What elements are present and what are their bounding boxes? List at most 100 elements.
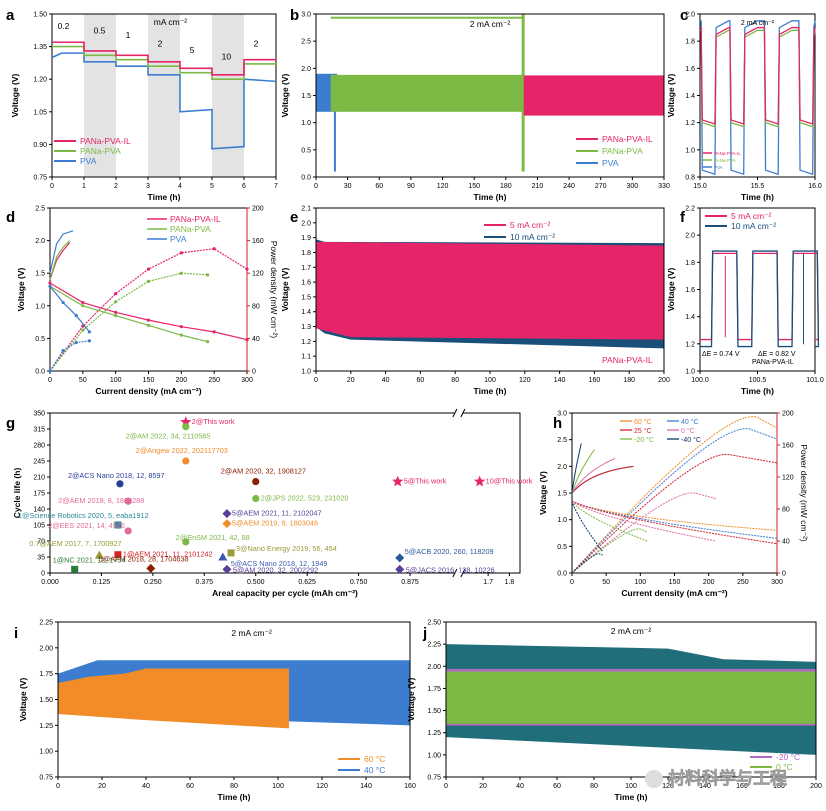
panel-title: 2 mA cm⁻² (611, 626, 652, 636)
point-label: 5@ACB 2020, 260, 118209 (405, 547, 494, 556)
y-tick-label: 0.90 (33, 142, 47, 149)
y-tick-label: 2.0 (301, 220, 311, 227)
y-tick-label: 1.50 (39, 697, 53, 704)
power-point (81, 328, 85, 332)
x-tick-label: 0 (50, 183, 54, 190)
panel-letter: b (290, 7, 299, 24)
x-tick-label: 0.750 (350, 579, 368, 586)
x-tick-label: 120 (519, 377, 531, 384)
discharge-curve (571, 500, 778, 531)
x-tick-label: 60 (375, 183, 383, 190)
legend-label: 60 °C (634, 418, 652, 426)
legend-label: 60 °C (364, 754, 385, 764)
legend-label: 0 °C (681, 427, 695, 435)
legend-label: PANa-PVA (80, 146, 121, 156)
point-diamond (146, 563, 156, 573)
x-tick-label: 1.7 (483, 579, 493, 586)
power-point (87, 339, 91, 343)
point-circle (116, 480, 124, 488)
legend-label: 40 °C (681, 418, 699, 426)
point-diamond (222, 509, 232, 519)
plot-frame (571, 412, 778, 574)
power-point (146, 267, 151, 271)
panel-title: 2 mA cm⁻² (231, 628, 272, 638)
legend-label: -40 °C (776, 742, 800, 752)
panel-f: f 100.0 100.5 101.0 1.0 1.2 1.4 1.6 1.8 2.0 2.2 Tim… (666, 206, 824, 397)
y-tick-label: 2.5 (35, 206, 45, 213)
x-tick-label: 15.5 (751, 183, 765, 190)
series-spike (333, 106, 336, 172)
discharge-point (206, 340, 210, 344)
y-tick-label: 1.8 (685, 260, 695, 267)
y-tick-label: 1.4 (685, 314, 695, 321)
y-axis-label: Voltage (V) (10, 73, 20, 117)
y-tick-label: 1.6 (301, 280, 311, 287)
x-tick-label: 140 (554, 377, 566, 384)
panel-j: j 0 20 40 60 80 100 120 140 160 180 200 0.75 1.00 1.25… (406, 620, 822, 803)
y-tick-label: 2.1 (301, 206, 311, 213)
shaded-step (148, 14, 180, 177)
panel-h: h 0 50 100 150 200 250 300 0.0 0.5 1.0 1.5 2.0 2.5 3.0… (538, 411, 809, 599)
x-tick-label: 100 (625, 783, 637, 790)
point-label: 5@This work (404, 477, 447, 486)
y-tick-label: 1.9 (301, 235, 311, 242)
y-tick-label: 1.6 (685, 66, 695, 73)
x-tick-label: 0.375 (196, 579, 214, 586)
x-tick-label: 100 (110, 377, 122, 384)
y-tick-label: 0 (41, 571, 45, 578)
point-diamond (222, 519, 232, 529)
series-band (330, 74, 524, 112)
axis-break-mask (454, 409, 463, 417)
y-axis-label: Voltage (V) (666, 267, 676, 311)
y-tick-label: 210 (33, 475, 45, 482)
rate-label: 2 (158, 39, 163, 49)
series-line (52, 45, 276, 80)
panel-letter: a (6, 7, 15, 24)
panel-title: 2 mA cm⁻² (741, 20, 775, 27)
x-tick-label: 0.875 (401, 579, 419, 586)
charge-curve (571, 465, 634, 494)
y-tick-label: 1.5 (301, 93, 311, 100)
x-tick-label: 40 (516, 783, 524, 790)
annotation-label: PANa-PVA-IL (602, 355, 653, 365)
y-tick-label: 0.5 (557, 544, 567, 551)
x-tick-label: 80 (230, 783, 238, 790)
power-point (74, 340, 78, 345)
panel-b: b 0 30 60 90 120 150 180 210 240 270 300 330 0.0 0.5 1.… (280, 7, 670, 202)
x-axis-label: Current density (mA cm⁻²) (95, 386, 201, 396)
x-tick-label: 180 (500, 183, 512, 190)
y2-tick-label: 120 (252, 271, 264, 278)
y-axis-label: Voltage (V) (538, 471, 548, 515)
point-label: 2@Angew 2022, 202117703 (136, 446, 228, 455)
point-triangle (218, 552, 228, 561)
y-tick-label: 105 (33, 523, 45, 530)
legend-label: PVA (602, 158, 619, 168)
x-tick-label: 100.0 (691, 377, 709, 384)
x-axis-label: Time (h) (615, 792, 648, 802)
power-point (48, 369, 52, 373)
y-tick-label: 0.8 (685, 175, 695, 182)
x-tick-label: 160 (589, 377, 601, 384)
point-diamond (395, 564, 405, 574)
x-tick-label: 0 (570, 579, 574, 586)
legend-label: 25 °C (634, 427, 652, 435)
discharge-curve (49, 285, 208, 343)
x-tick-label: 160 (404, 783, 416, 790)
y-tick-label: 2.0 (685, 12, 695, 19)
y-tick-label: 0.0 (301, 175, 311, 182)
legend-label: PANa-PVA-IL (80, 136, 131, 146)
power-point (212, 247, 216, 251)
x-tick-label: 80 (590, 783, 598, 790)
discharge-point (81, 304, 85, 308)
point-label: 2@ACS Nano 2018, 12, 8597 (68, 471, 165, 480)
x-tick-label: 1 (82, 183, 86, 190)
x-tick-label: 6 (242, 183, 246, 190)
point-diamond (222, 564, 232, 574)
x-tick-label: 0 (314, 183, 318, 190)
series-spike (521, 14, 525, 172)
y-tick-label: 175 (33, 491, 45, 498)
discharge-curve (571, 500, 604, 552)
point-label: 2@EnSM 2021, 42, 88 (176, 533, 250, 542)
y-tick-label: 3.0 (301, 12, 311, 19)
x-tick-label: 300 (241, 377, 253, 384)
